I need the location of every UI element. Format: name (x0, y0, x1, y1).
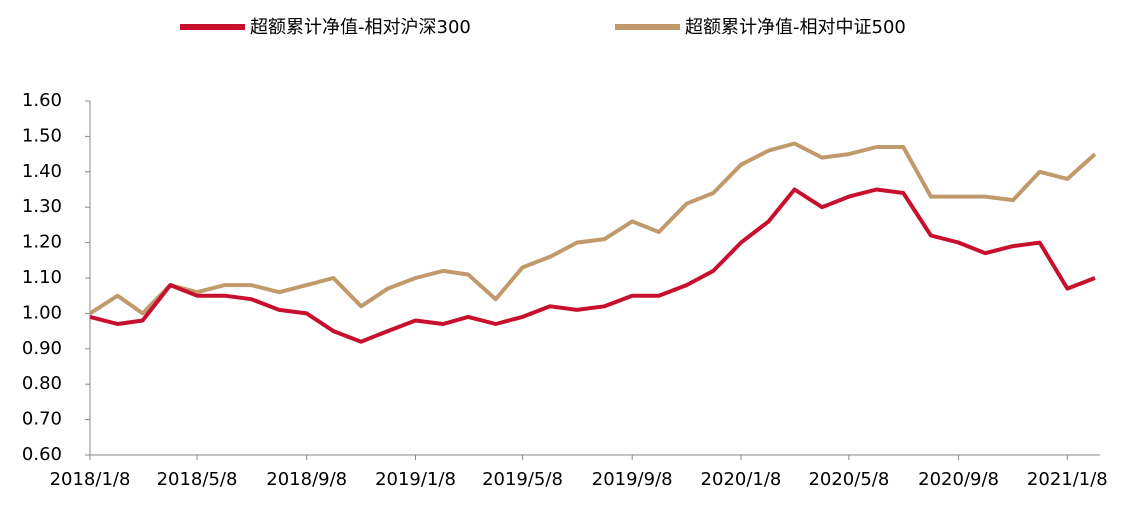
y-tick-label: 0.70 (22, 409, 62, 430)
x-tick-label: 2018/1/8 (50, 469, 131, 490)
x-tick-label: 2020/1/8 (701, 469, 782, 490)
y-tick-label: 0.60 (22, 444, 62, 465)
y-tick-label: 1.60 (22, 90, 62, 111)
x-tick-label: 2020/5/8 (808, 469, 889, 490)
y-tick-label: 0.90 (22, 338, 62, 359)
y-tick-label: 1.40 (22, 161, 62, 182)
x-tick-label: 2018/5/8 (157, 469, 238, 490)
legend-label: 超额累计净值-相对中证500 (685, 17, 906, 38)
x-tick-label: 2021/1/8 (1027, 469, 1108, 490)
y-tick-label: 1.10 (22, 267, 62, 288)
y-tick-label: 1.20 (22, 232, 62, 253)
y-tick-label: 1.30 (22, 196, 62, 217)
x-tick-label: 2018/9/8 (266, 469, 347, 490)
x-tick-label: 2019/5/8 (482, 469, 563, 490)
series-line (89, 187, 1096, 344)
y-tick-label: 0.80 (22, 373, 62, 394)
x-tick-label: 2020/9/8 (918, 469, 999, 490)
x-tick-label: 2019/9/8 (592, 469, 673, 490)
x-tick-label: 2019/1/8 (375, 469, 456, 490)
legend-label: 超额累计净值-相对沪深300 (250, 17, 471, 38)
y-tick-label: 1.00 (22, 302, 62, 323)
series-line (88, 141, 1097, 316)
y-tick-label: 1.50 (22, 125, 62, 146)
